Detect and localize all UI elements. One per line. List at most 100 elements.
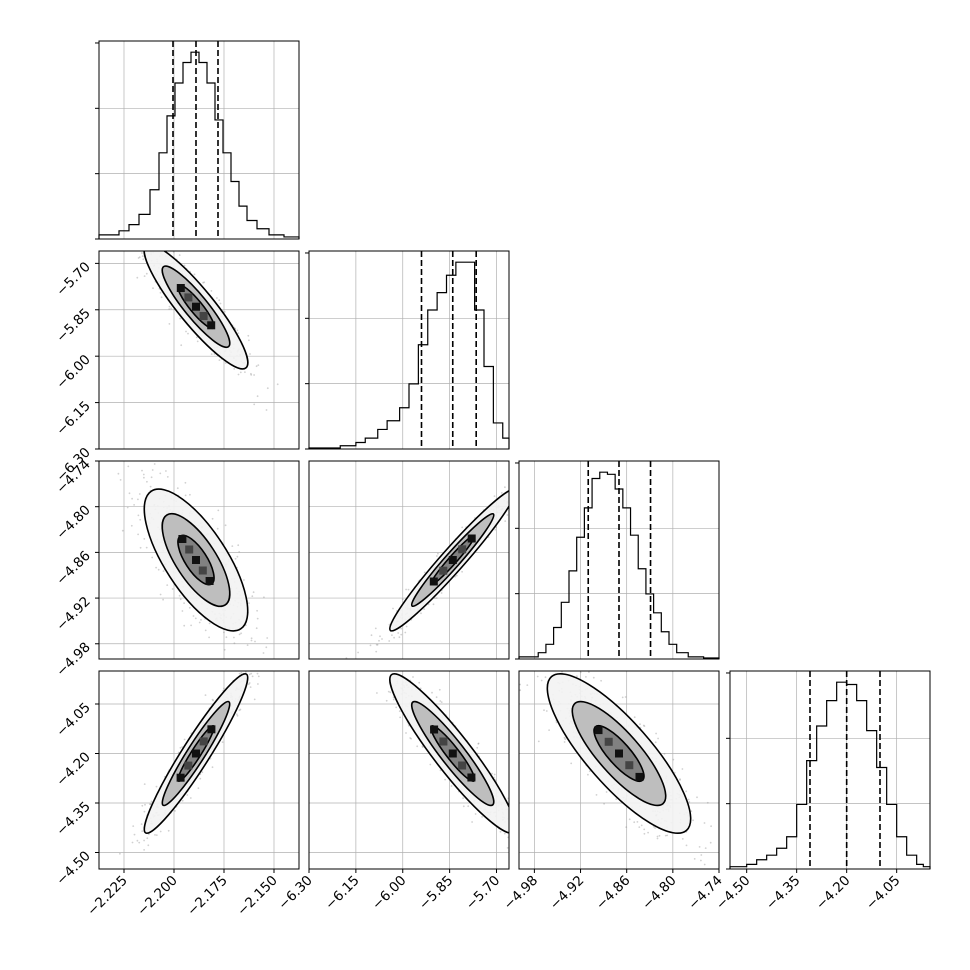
scatter-point bbox=[348, 686, 350, 688]
scatter-point bbox=[526, 809, 528, 811]
scatter-point bbox=[700, 854, 703, 856]
scatter-point bbox=[238, 672, 241, 675]
histogram-bars-1 bbox=[308, 261, 510, 449]
scatter-point bbox=[709, 841, 712, 844]
scatter-frame-2-3 bbox=[518, 670, 720, 870]
scatter-point bbox=[545, 710, 548, 712]
scatter-point bbox=[237, 332, 240, 334]
scatter-point bbox=[240, 672, 243, 674]
scatter-point bbox=[389, 646, 391, 648]
scatter-point bbox=[225, 636, 228, 639]
scatter-point bbox=[246, 644, 249, 646]
scatter-point bbox=[237, 544, 240, 547]
scatter-point bbox=[143, 476, 145, 479]
scatter-point bbox=[522, 481, 524, 483]
scatter-point bbox=[159, 472, 162, 475]
scatter-point bbox=[370, 634, 373, 637]
scatter-point bbox=[658, 834, 661, 837]
scatter-point bbox=[455, 574, 458, 577]
scatter-point bbox=[219, 302, 222, 305]
scatter-point bbox=[369, 644, 372, 647]
scatter-point bbox=[218, 299, 221, 302]
scatter-point bbox=[357, 651, 359, 654]
scatter-point bbox=[248, 602, 250, 604]
scatter-point bbox=[399, 716, 401, 719]
scatter-point bbox=[520, 490, 522, 492]
scatter-point bbox=[515, 836, 517, 838]
scatter-point bbox=[141, 248, 143, 250]
scatter-point bbox=[196, 340, 199, 343]
scatter-point bbox=[121, 529, 124, 532]
scatter-point bbox=[166, 584, 169, 586]
scatter-point bbox=[511, 489, 513, 491]
scatter-point bbox=[189, 797, 192, 799]
scatter-point bbox=[146, 480, 148, 483]
scatter-point bbox=[179, 746, 182, 749]
scatter-point bbox=[248, 673, 251, 676]
histogram-panel-3 bbox=[726, 671, 931, 870]
scatter-point bbox=[183, 738, 186, 741]
scatter-point bbox=[165, 243, 167, 245]
density-peak bbox=[184, 761, 193, 770]
scatter-point bbox=[253, 698, 256, 701]
scatter-point bbox=[643, 828, 646, 831]
scatter-point bbox=[693, 858, 696, 860]
scatter-point bbox=[223, 687, 225, 690]
density-peak bbox=[439, 566, 448, 575]
scatter-point bbox=[213, 353, 216, 355]
x-tick-label: −4.35 bbox=[763, 873, 804, 914]
scatter-point bbox=[157, 568, 160, 571]
scatter-point bbox=[504, 486, 506, 489]
scatter-point bbox=[521, 476, 523, 478]
scatter-point bbox=[639, 723, 641, 726]
scatter-point bbox=[262, 652, 265, 654]
scatter-point bbox=[139, 546, 142, 549]
scatter-point bbox=[250, 637, 253, 640]
scatter-point bbox=[654, 741, 657, 744]
scatter-point bbox=[510, 483, 512, 485]
scatter-point bbox=[265, 409, 268, 411]
scatter-point bbox=[210, 353, 213, 355]
scatter-point bbox=[625, 826, 628, 828]
y-tick-label: −5.85 bbox=[53, 305, 94, 346]
density-peak bbox=[205, 577, 214, 585]
scatter-point bbox=[564, 738, 567, 741]
scatter-point bbox=[133, 833, 136, 836]
scatter-point bbox=[526, 684, 529, 686]
density-peak bbox=[615, 749, 623, 758]
scatter-point bbox=[168, 308, 171, 310]
scatter-point bbox=[119, 852, 121, 855]
scatter-point bbox=[563, 736, 566, 739]
scatter-point bbox=[538, 865, 540, 867]
scatter-point bbox=[150, 476, 153, 479]
scatter-point bbox=[204, 694, 207, 696]
scatter-point bbox=[133, 504, 136, 506]
scatter-point bbox=[704, 847, 707, 849]
scatter-point bbox=[461, 526, 464, 529]
density-peak bbox=[458, 761, 467, 770]
scatter-point bbox=[542, 463, 544, 465]
scatter-point bbox=[224, 362, 227, 364]
scatter-point bbox=[525, 859, 527, 861]
scatter-point bbox=[462, 805, 465, 808]
scatter-point bbox=[615, 798, 618, 800]
scatter-point bbox=[628, 818, 631, 821]
histogram-panel-0 bbox=[95, 41, 300, 240]
scatter-point bbox=[181, 610, 184, 612]
scatter-point bbox=[147, 844, 150, 847]
density-peak bbox=[467, 773, 476, 782]
scatter-point bbox=[181, 746, 184, 748]
scatter-frame-1-2 bbox=[308, 460, 510, 660]
scatter-point bbox=[643, 725, 646, 727]
scatter-frame-0-1 bbox=[98, 250, 300, 450]
scatter-point bbox=[692, 819, 694, 822]
scatter-point bbox=[481, 816, 483, 818]
scatter-point bbox=[216, 297, 218, 299]
scatter-point bbox=[141, 830, 144, 832]
scatter-point bbox=[166, 476, 169, 478]
scatter-point bbox=[137, 514, 140, 517]
scatter-point bbox=[149, 485, 152, 488]
scatter-point bbox=[168, 305, 171, 308]
scatter-point bbox=[652, 825, 655, 828]
scatter-point bbox=[146, 837, 149, 840]
